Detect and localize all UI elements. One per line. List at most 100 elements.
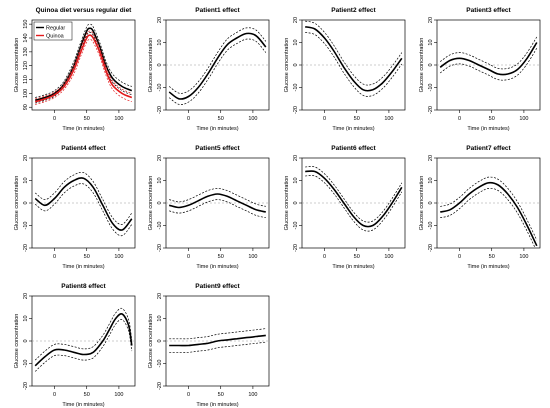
effect-line xyxy=(305,170,403,228)
panel-title: Patient9 effect xyxy=(195,283,240,290)
y-axis-label: Glucose concentration xyxy=(14,314,20,369)
x-tick-label: 50 xyxy=(489,116,495,122)
y-tick-label: 20 xyxy=(428,155,434,161)
panel-title: Patient3 effect xyxy=(466,7,511,14)
y-tick-label: -20 xyxy=(428,244,434,252)
y-axis-label: Glucose concentration xyxy=(14,38,20,93)
x-axis-label: Time (in minutes) xyxy=(467,126,509,132)
x-tick-label: 50 xyxy=(218,116,224,122)
lower-band xyxy=(34,183,133,237)
x-tick-label: 50 xyxy=(489,254,495,260)
y-tick-label: 10 xyxy=(428,39,434,45)
x-tick-label: 100 xyxy=(384,116,393,122)
panel-5: Patient5 effect 0 50 100 -20 -10 0 10 20 Time (in… xyxy=(148,145,270,270)
plot-frame xyxy=(31,19,136,111)
x-tick-label: 0 xyxy=(458,116,461,122)
panel-7: Patient7 effect 0 50 100 -20 -10 0 10 20 Time (in… xyxy=(419,145,541,270)
y-tick-label: -10 xyxy=(23,222,29,230)
x-tick-label: 0 xyxy=(187,392,190,398)
curves xyxy=(440,176,538,248)
y-tick-label: 0 xyxy=(293,63,299,66)
x-tick-label: 0 xyxy=(458,254,461,260)
x-axis-label: Time (in minutes) xyxy=(196,402,238,408)
upper-band-regular xyxy=(35,23,132,98)
y-tick-label: 10 xyxy=(293,177,299,183)
y-tick-label: -10 xyxy=(157,360,163,368)
panel-title: Patient6 effect xyxy=(331,145,376,152)
legend: Regular Quinoa xyxy=(33,21,73,41)
x-tick-label: 100 xyxy=(519,116,528,122)
panel-title: Patient5 effect xyxy=(195,145,240,152)
y-axis-label: Glucose concentration xyxy=(284,38,290,93)
lower-band xyxy=(169,199,266,218)
panel-3: Patient3 effect 0 50 100 -20 -10 0 10 20 Time (in… xyxy=(419,7,541,132)
y-tick-label: -10 xyxy=(293,222,299,230)
curves xyxy=(34,307,133,372)
y-tick-label: -20 xyxy=(293,244,299,252)
y-tick-label: 100 xyxy=(23,89,29,98)
panel-8: Patient8 effect 0 50 100 -20 -10 0 10 20 Time (in… xyxy=(14,283,136,408)
upper-band xyxy=(305,166,403,223)
x-tick-label: 50 xyxy=(84,392,90,398)
panel-title: Patient4 effect xyxy=(61,145,106,152)
lower-band xyxy=(168,38,267,105)
y-tick-label: -10 xyxy=(428,84,434,92)
lower-band-quinoa xyxy=(35,39,132,105)
y-tick-label: 20 xyxy=(157,155,163,161)
y-tick-label: 130 xyxy=(23,47,29,56)
y-tick-label: 0 xyxy=(157,63,163,66)
y-tick-label: 20 xyxy=(293,17,299,23)
legend-label-regular: Regular xyxy=(46,26,65,32)
x-tick-label: 0 xyxy=(323,254,326,260)
x-tick-label: 0 xyxy=(187,116,190,122)
curves xyxy=(305,166,403,232)
x-axis-label: Time (in minutes) xyxy=(332,264,374,270)
plot-frame xyxy=(301,19,406,111)
x-axis-label: Time (in minutes) xyxy=(62,264,104,270)
x-axis-label: Time (in minutes) xyxy=(196,264,238,270)
curves xyxy=(34,171,133,237)
panel-0: Quinoa diet versus regular diet 0 50 100 90 1… xyxy=(14,7,136,132)
upper-band xyxy=(34,307,133,361)
x-tick-label: 100 xyxy=(114,116,123,122)
y-tick-label: 0 xyxy=(23,201,29,204)
panel-9: Patient9 effect 0 50 100 -20 -10 0 10 20 Time (in… xyxy=(148,283,270,408)
effect-line xyxy=(169,334,266,347)
curves xyxy=(439,36,538,81)
y-tick-label: -10 xyxy=(23,360,29,368)
panel-1: Patient1 effect 0 50 100 -20 -10 0 10 20 Time (in… xyxy=(148,7,270,132)
panel-title: Patient2 effect xyxy=(331,7,376,14)
x-axis-label: Time (in minutes) xyxy=(467,264,509,270)
curves xyxy=(169,188,266,218)
plot-frame xyxy=(31,295,136,387)
y-tick-label: 10 xyxy=(23,177,29,183)
y-tick-label: 150 xyxy=(23,20,29,29)
upper-band xyxy=(440,176,538,241)
upper-band xyxy=(305,20,403,86)
lower-band xyxy=(440,187,536,248)
y-tick-label: 0 xyxy=(293,201,299,204)
x-tick-label: 50 xyxy=(218,254,224,260)
x-axis-label: Time (in minutes) xyxy=(62,402,104,408)
panel-4: Patient4 effect 0 50 100 -20 -10 0 10 20 Time (in… xyxy=(14,145,136,270)
y-axis-label: Glucose concentration xyxy=(419,38,425,93)
lower-band xyxy=(34,319,133,372)
panel-title: Quinoa diet versus regular diet xyxy=(36,7,133,14)
lower-band-regular xyxy=(35,32,132,104)
panel-6: Patient6 effect 0 50 100 -20 -10 0 10 20 Time (in… xyxy=(284,145,406,270)
y-axis-label: Glucose concentration xyxy=(148,314,154,369)
y-tick-label: 20 xyxy=(293,155,299,161)
lower-band xyxy=(169,341,266,353)
y-tick-label: 120 xyxy=(23,61,29,70)
y-tick-label: -20 xyxy=(157,106,163,114)
y-tick-label: 10 xyxy=(23,315,29,321)
panel-2: Patient2 effect 0 50 100 -20 -10 0 10 20 Time (in… xyxy=(284,7,406,132)
upper-band xyxy=(169,328,266,340)
y-tick-label: 10 xyxy=(428,177,434,183)
y-tick-label: 0 xyxy=(157,339,163,342)
x-tick-label: 0 xyxy=(187,254,190,260)
y-axis-label: Glucose concentration xyxy=(419,176,425,231)
x-axis-label: Time (in minutes) xyxy=(62,126,104,132)
y-tick-label: 90 xyxy=(23,104,29,110)
y-axis-label: Glucose concentration xyxy=(284,176,290,231)
